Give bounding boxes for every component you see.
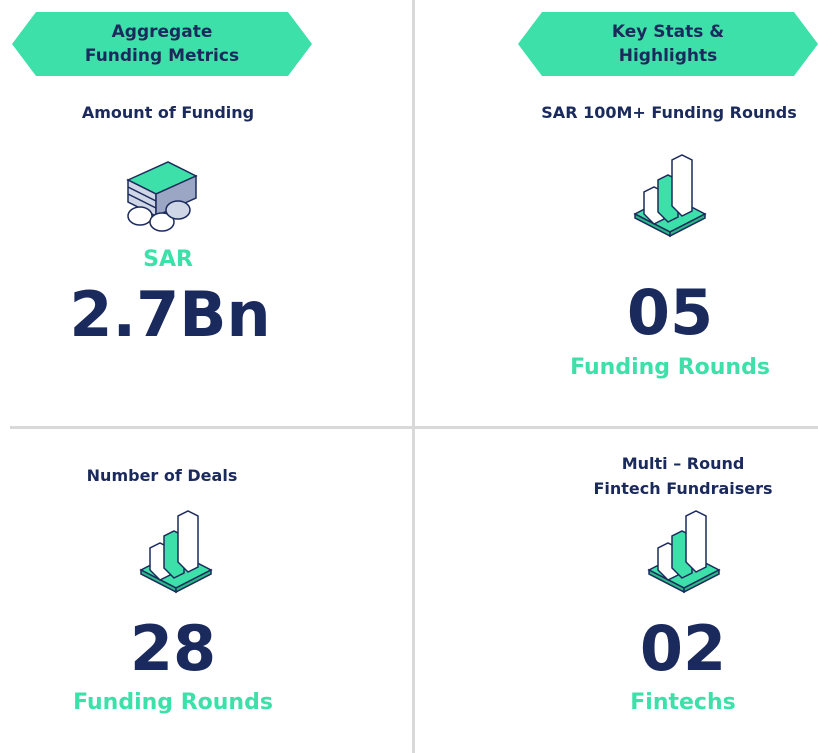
cell-label: Number of Deals (86, 466, 238, 485)
chart-icon (648, 510, 720, 593)
metric-value: 28 (129, 612, 217, 685)
metric-unit: Fintechs (630, 690, 736, 715)
metric-unit: Funding Rounds (570, 355, 770, 380)
cell-label: Multi – Round (621, 454, 745, 473)
cell-label: SAR 100M+ Funding Rounds (541, 103, 797, 122)
banner: Aggregate Funding Metrics (12, 12, 312, 76)
cell-label: Amount of Funding (81, 103, 255, 122)
metric-value: 05 (626, 276, 714, 349)
metric-value: 2.7Bn (69, 278, 271, 351)
chart-icon (140, 510, 212, 593)
horizontal-divider (10, 426, 818, 429)
chart-icon (634, 154, 706, 237)
banner: Key Stats & Highlights (518, 12, 818, 76)
money-icon (126, 161, 198, 232)
metric-unit: Funding Rounds (73, 690, 273, 715)
currency-prefix: SAR (143, 247, 193, 272)
metric-value: 02 (639, 612, 727, 685)
cell-label: Fintech Fundraisers (593, 479, 773, 498)
vertical-divider (412, 0, 415, 753)
